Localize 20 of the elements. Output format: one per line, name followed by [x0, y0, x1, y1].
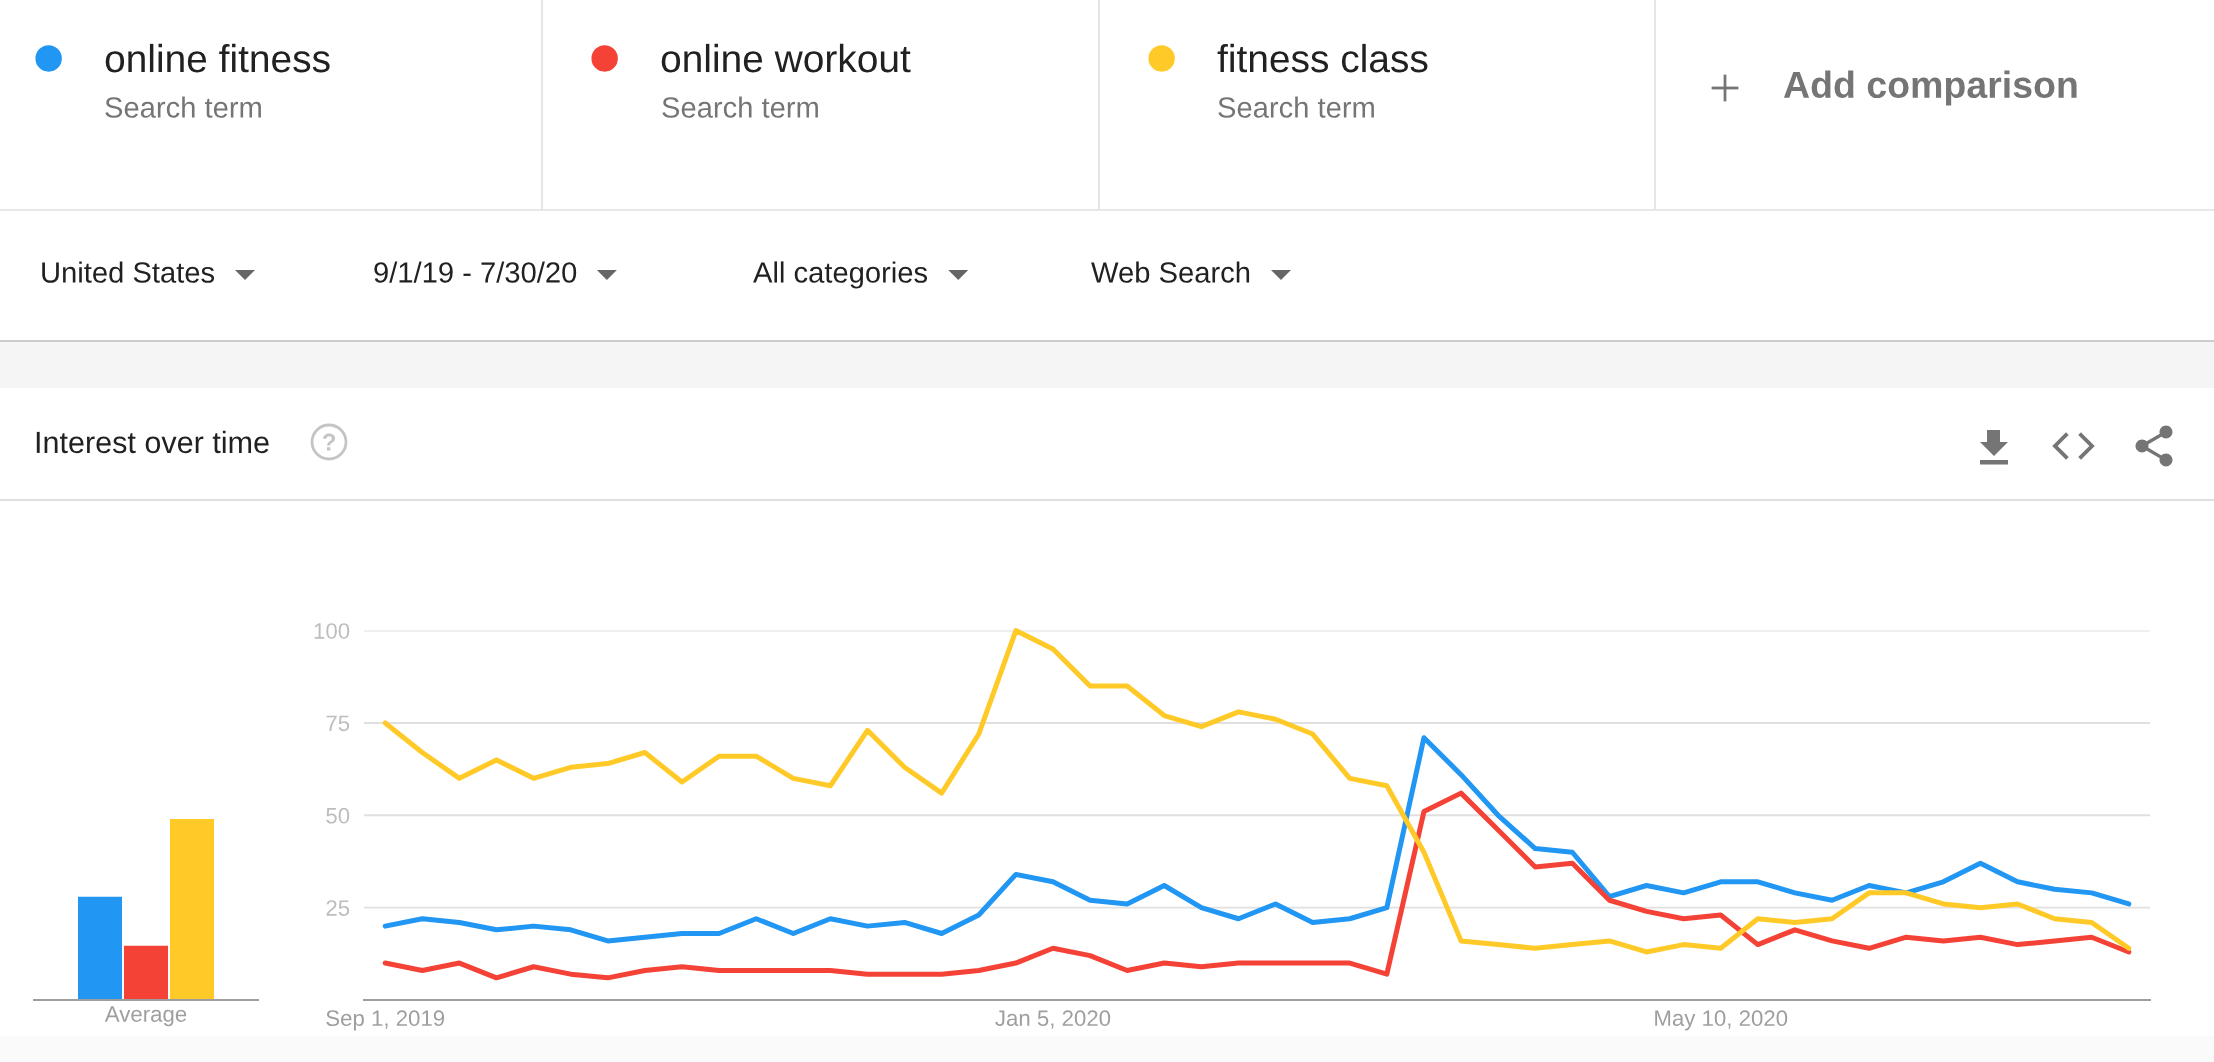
text: Add comparison [1783, 70, 2077, 106]
y-tick-label: 50 [326, 807, 350, 824]
legend-label: fitness class [1217, 43, 1428, 73]
text: Search term [105, 96, 261, 118]
y-tick-label: 25 [326, 900, 350, 916]
x-tick-label: Jan 5, 2020 [995, 1010, 1111, 1029]
y-tick-label: 100 [314, 623, 350, 639]
legend-label: online fitness [105, 43, 330, 73]
x-tick-label: Sep 1, 2019 [326, 1010, 445, 1031]
x-axis-title: Average [104, 1006, 187, 1027]
chart-title: Interest over time [36, 430, 269, 454]
text: Web Search [1091, 261, 1250, 283]
legend-label: online workout [661, 43, 911, 73]
text: 9/1/19 - 7/30/20 [374, 261, 577, 283]
x-tick-label: May 10, 2020 [1655, 1010, 1788, 1031]
text: All categories [753, 261, 928, 289]
text: Search term [1218, 96, 1374, 118]
text: United States [42, 261, 215, 283]
y-tick-label: 75 [326, 715, 350, 732]
text: Search term [662, 96, 818, 118]
